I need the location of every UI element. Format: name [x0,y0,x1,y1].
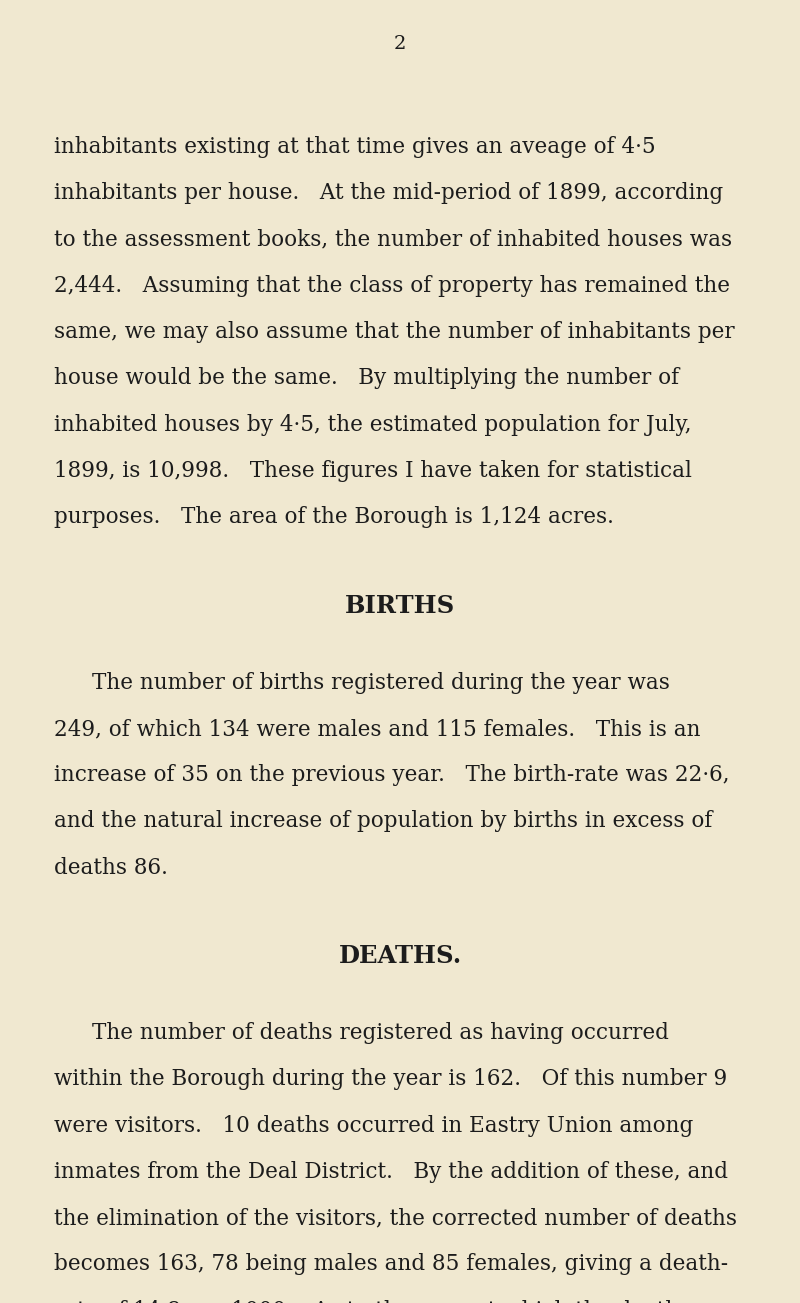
Text: deaths 86.: deaths 86. [54,856,168,878]
Text: BIRTHS: BIRTHS [345,593,455,618]
Text: inhabitants existing at that time gives an aveage of 4·5: inhabitants existing at that time gives … [54,137,656,158]
Text: 1899, is 10,998.   These figures I have taken for statistical: 1899, is 10,998. These figures I have ta… [54,460,692,482]
Text: the elimination of the visitors, the corrected number of deaths: the elimination of the visitors, the cor… [54,1207,738,1229]
Text: purposes.   The area of the Borough is 1,124 acres.: purposes. The area of the Borough is 1,1… [54,506,614,528]
Text: 2: 2 [394,35,406,53]
Text: 2,444.   Assuming that the class of property has remained the: 2,444. Assuming that the class of proper… [54,275,730,297]
Text: The number of births registered during the year was: The number of births registered during t… [92,671,670,693]
Text: The number of deaths registered as having occurred: The number of deaths registered as havin… [92,1022,669,1044]
Text: same, we may also assume that the number of inhabitants per: same, we may also assume that the number… [54,321,735,343]
Text: house would be the same.   By multiplying the number of: house would be the same. By multiplying … [54,367,679,390]
Text: becomes 163, 78 being males and 85 females, giving a death-: becomes 163, 78 being males and 85 femal… [54,1253,729,1276]
Text: increase of 35 on the previous year.   The birth-rate was 22·6,: increase of 35 on the previous year. The… [54,764,730,786]
Text: and the natural increase of population by births in excess of: and the natural increase of population b… [54,810,713,833]
Text: rate of 14·8 per 1000.   As to the ages at which the deaths: rate of 14·8 per 1000. As to the ages at… [54,1299,690,1303]
Text: within the Borough during the year is 162.   Of this number 9: within the Borough during the year is 16… [54,1068,728,1091]
Text: 249, of which 134 were males and 115 females.   This is an: 249, of which 134 were males and 115 fem… [54,718,701,740]
Text: were visitors.   10 deaths occurred in Eastry Union among: were visitors. 10 deaths occurred in Eas… [54,1114,694,1136]
Text: inhabitants per house.   At the mid-period of 1899, according: inhabitants per house. At the mid-period… [54,182,724,205]
Text: DEATHS.: DEATHS. [338,943,462,968]
Text: inmates from the Deal District.   By the addition of these, and: inmates from the Deal District. By the a… [54,1161,728,1183]
Text: to the assessment books, the number of inhabited houses was: to the assessment books, the number of i… [54,229,733,250]
Text: inhabited houses by 4·5, the estimated population for July,: inhabited houses by 4·5, the estimated p… [54,413,692,435]
